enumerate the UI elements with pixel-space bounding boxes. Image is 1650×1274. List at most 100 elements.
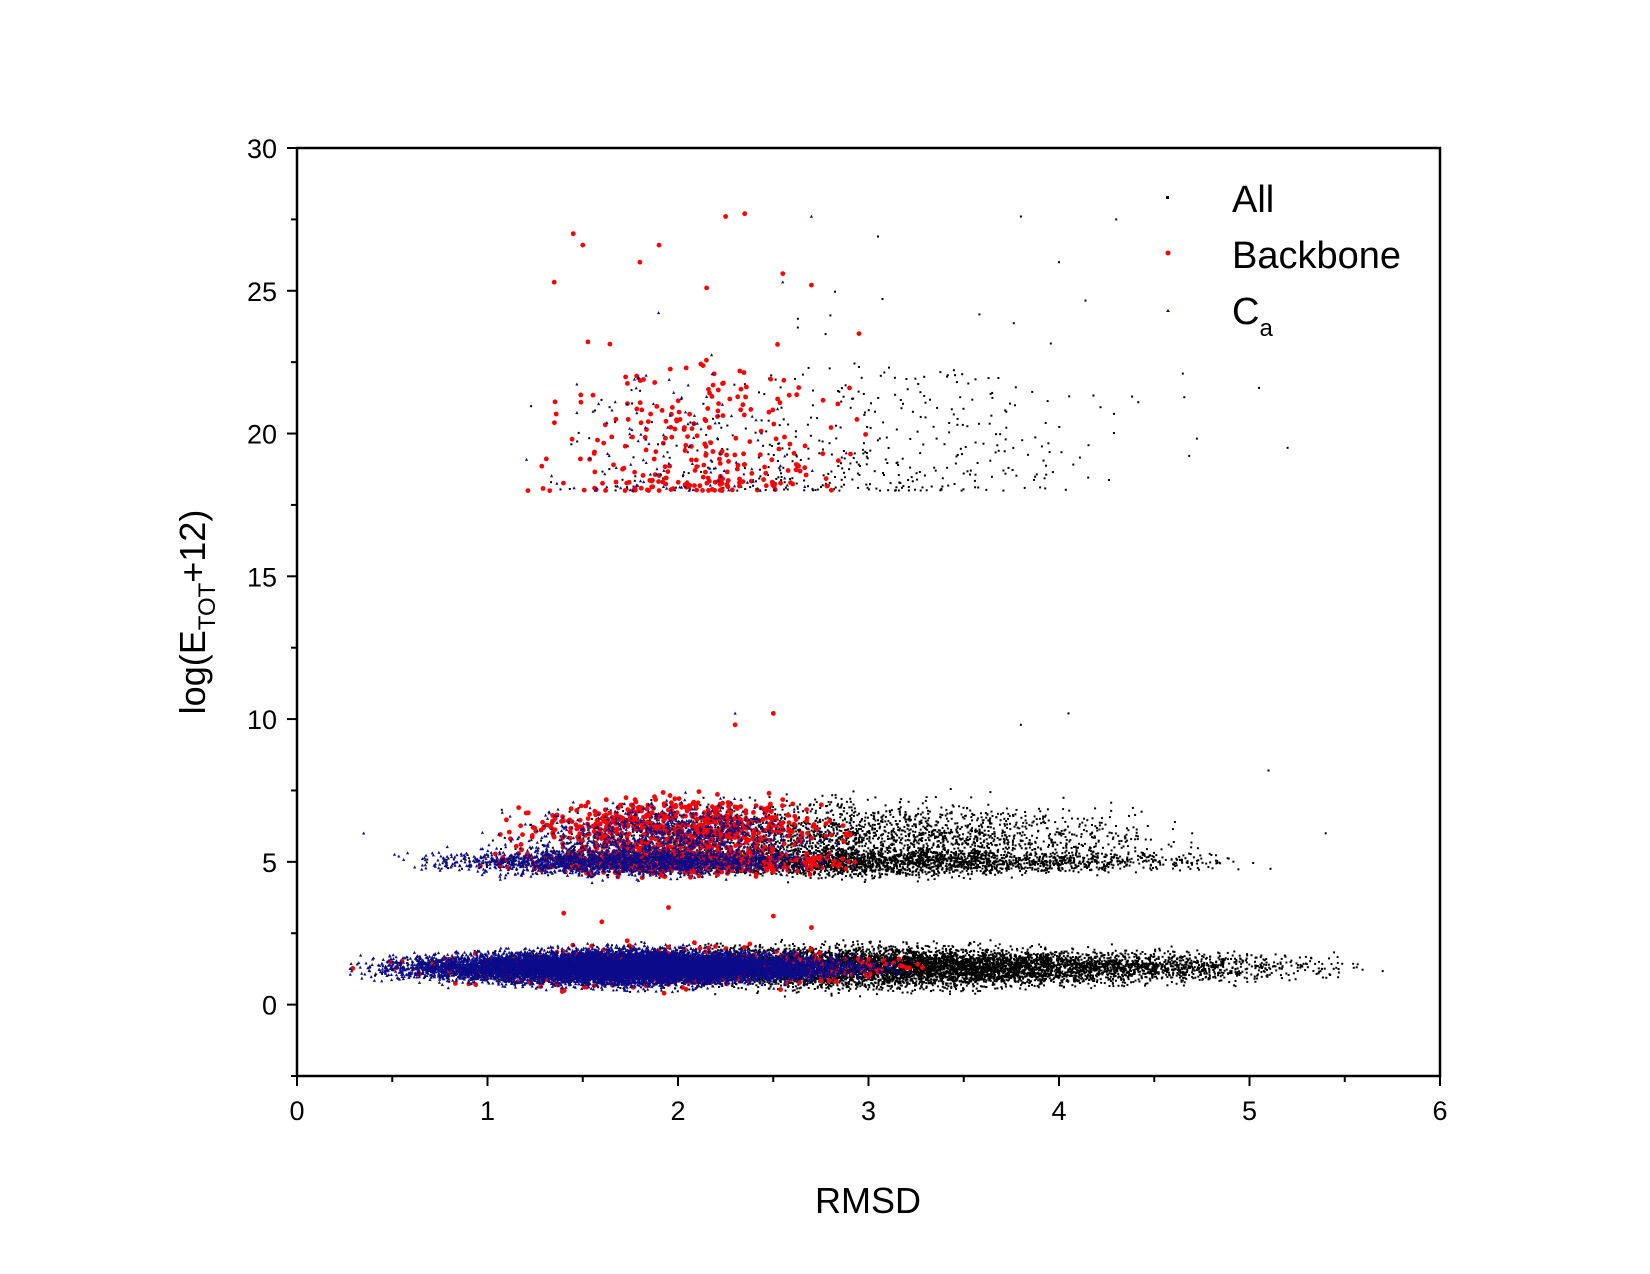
- point-all: [1109, 980, 1112, 982]
- point-all: [872, 988, 875, 991]
- point-all: [1168, 971, 1170, 974]
- point-all: [1159, 963, 1162, 966]
- point-all: [1166, 976, 1169, 978]
- point-all: [1022, 977, 1025, 980]
- point-all: [1038, 983, 1041, 986]
- point-all: [1049, 956, 1052, 959]
- point-all: [640, 941, 643, 944]
- point-all: [629, 990, 632, 993]
- point-all: [949, 948, 952, 951]
- point-all: [924, 977, 927, 980]
- point-all: [927, 979, 930, 982]
- point-all: [906, 978, 909, 981]
- point-all: [1117, 962, 1120, 965]
- point-all: [1036, 953, 1039, 956]
- point-all: [1208, 973, 1211, 976]
- point-all: [1266, 975, 1269, 978]
- point-all: [622, 946, 625, 949]
- point-all: [967, 944, 970, 947]
- point-all: [450, 974, 453, 977]
- point-all: [1121, 959, 1124, 962]
- point-all: [1335, 966, 1338, 969]
- point-all: [791, 989, 794, 992]
- point-all: [1052, 955, 1055, 958]
- point-all: [1154, 966, 1156, 968]
- point-all: [782, 951, 785, 954]
- point-all: [1215, 961, 1217, 964]
- point-all: [1265, 958, 1268, 960]
- point-all: [1209, 961, 1212, 964]
- point-all: [1018, 968, 1020, 971]
- point-all: [865, 954, 868, 957]
- point-all: [1114, 972, 1117, 974]
- point-all: [927, 970, 930, 973]
- point-all: [1016, 947, 1018, 950]
- point-all: [910, 972, 913, 975]
- point-all: [955, 949, 958, 952]
- point-all: [886, 981, 889, 984]
- point-all: [868, 984, 871, 987]
- point-all: [1197, 975, 1200, 978]
- point-all: [1234, 968, 1237, 971]
- point-all: [1030, 980, 1033, 983]
- point-all: [1217, 956, 1220, 959]
- point-all: [1154, 973, 1157, 975]
- point-all: [1091, 974, 1094, 977]
- point-all: [825, 983, 827, 986]
- point-all: [951, 945, 954, 948]
- point-all: [1001, 948, 1004, 951]
- point-all: [1114, 955, 1117, 958]
- point-all: [1191, 971, 1193, 974]
- point-all: [1175, 961, 1178, 964]
- point-all: [1053, 954, 1056, 956]
- point-all: [1092, 980, 1095, 982]
- point-all: [941, 957, 944, 960]
- point-all: [1090, 987, 1093, 990]
- point-all: [873, 952, 876, 955]
- point-all: [1034, 959, 1037, 962]
- point-all: [1141, 968, 1144, 971]
- point-all: [830, 978, 833, 981]
- point-all: [935, 942, 938, 945]
- point-all: [1020, 951, 1023, 954]
- point-all: [1039, 979, 1042, 982]
- point-all: [1087, 966, 1090, 969]
- point-all: [1051, 970, 1053, 972]
- point-all: [1108, 978, 1111, 981]
- point-all: [704, 943, 707, 946]
- point-all: [1273, 961, 1276, 964]
- point-all: [1059, 982, 1062, 985]
- point-all: [919, 987, 922, 990]
- point-all: [874, 978, 877, 981]
- point-all: [521, 976, 524, 979]
- point-all: [1273, 965, 1276, 968]
- point-all: [1098, 967, 1101, 970]
- point-all: [1111, 972, 1113, 975]
- point-all: [1146, 982, 1149, 985]
- point-all: [1302, 962, 1305, 965]
- point-all: [870, 982, 873, 985]
- point-all: [952, 955, 955, 958]
- point-all: [1175, 982, 1178, 985]
- point-all: [1001, 950, 1004, 953]
- point-all: [1061, 979, 1064, 982]
- point-all: [783, 948, 786, 951]
- point-all: [1125, 974, 1128, 977]
- point-all: [1024, 988, 1027, 991]
- point-all: [1174, 964, 1177, 967]
- point-all: [956, 959, 959, 962]
- point-all: [1256, 977, 1258, 980]
- point-all: [1195, 961, 1198, 964]
- point-all: [1270, 972, 1273, 974]
- point-all: [981, 974, 984, 977]
- point-all: [1214, 967, 1216, 970]
- point-all: [1111, 953, 1114, 956]
- point-all: [1309, 960, 1312, 963]
- point-all: [962, 974, 965, 977]
- point-all: [888, 945, 891, 948]
- point-all: [1238, 974, 1241, 976]
- point-all: [985, 979, 988, 982]
- point-all: [1130, 974, 1133, 977]
- point-all: [1058, 962, 1061, 965]
- point-all: [1093, 984, 1096, 987]
